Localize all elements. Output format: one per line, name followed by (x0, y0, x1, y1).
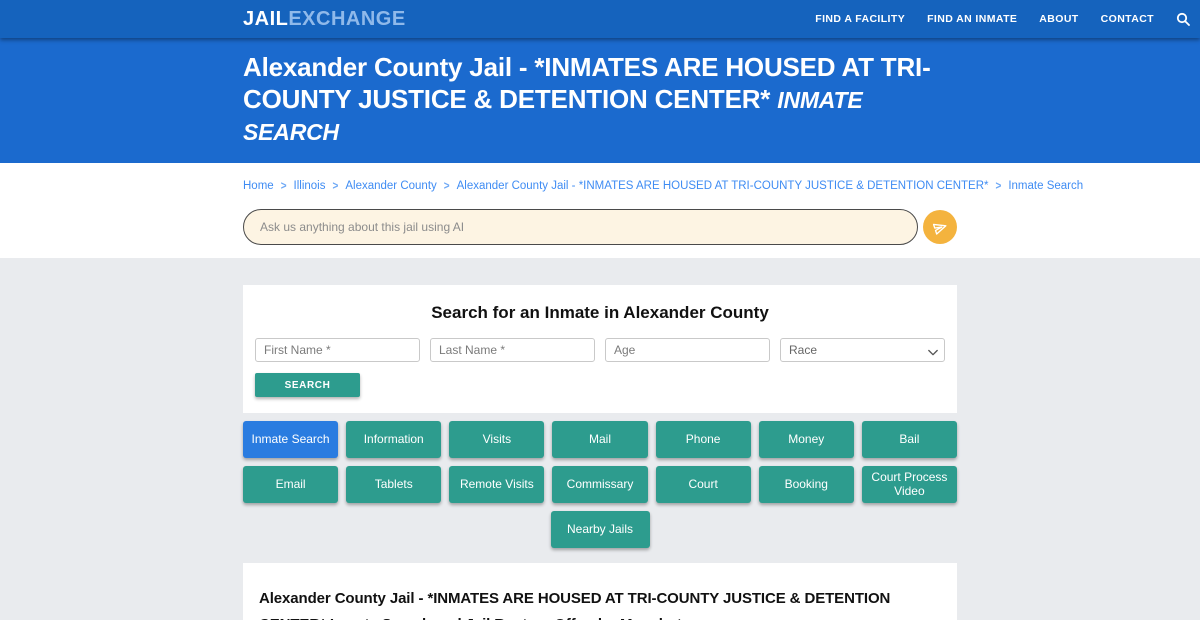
race-select[interactable]: Race (780, 338, 945, 362)
nav-link-about[interactable]: ABOUT (1039, 13, 1079, 25)
breadcrumb-illinois[interactable]: Illinois (293, 180, 326, 192)
chevron-right-icon: > (995, 179, 1002, 193)
form-fields-row: Race (255, 338, 945, 362)
nav-button-booking[interactable]: Booking (758, 466, 854, 503)
breadcrumb-and-ai-section: Home > Illinois > Alexander County > Ale… (0, 163, 1200, 258)
page-header: Alexander County Jail - *INMATES ARE HOU… (0, 38, 1200, 163)
ai-ask-input-pill (243, 209, 918, 245)
breadcrumb: Home > Illinois > Alexander County > Ale… (243, 179, 1083, 193)
breadcrumb-alexander-county[interactable]: Alexander County (345, 180, 437, 192)
nav-button-court-process-video[interactable]: Court Process Video (861, 466, 957, 503)
nav-button-court[interactable]: Court (655, 466, 751, 503)
nav-link-contact[interactable]: CONTACT (1100, 13, 1154, 25)
last-name-field[interactable] (430, 338, 595, 362)
ai-ask-row (243, 209, 957, 245)
inmate-search-form-card: Search for an Inmate in Alexander County… (243, 285, 957, 413)
form-title: Search for an Inmate in Alexander County (431, 303, 769, 322)
jail-nav-button-row-3: Nearby Jails (243, 511, 957, 548)
logo-text-jail: JAIL (243, 7, 289, 30)
nav-button-mail[interactable]: Mail (552, 421, 648, 458)
search-icon[interactable] (1176, 12, 1190, 26)
chevron-right-icon: > (443, 179, 450, 193)
chevron-right-icon: > (280, 179, 287, 193)
nav-button-remote-visits[interactable]: Remote Visits (449, 466, 545, 503)
breadcrumb-home[interactable]: Home (243, 180, 274, 192)
race-select-wrap: Race (780, 338, 945, 362)
ai-ask-input[interactable] (260, 220, 901, 234)
nav-button-visits[interactable]: Visits (449, 421, 545, 458)
nav-button-email[interactable]: Email (243, 466, 339, 503)
nav-link-find-an-inmate[interactable]: FIND AN INMATE (927, 13, 1018, 25)
nav-button-tablets[interactable]: Tablets (346, 466, 442, 503)
site-logo[interactable]: JAILEXCHANGE (243, 8, 406, 31)
search-button[interactable]: SEARCH (255, 373, 360, 397)
age-field[interactable] (605, 338, 770, 362)
page-title-suffix: INMATE SEARCH (243, 86, 863, 145)
chevron-right-icon: > (332, 179, 339, 193)
breadcrumb-jail[interactable]: Alexander County Jail - *INMATES ARE HOU… (456, 180, 989, 192)
content-heading: Alexander County Jail - *INMATES ARE HOU… (259, 590, 891, 620)
jail-nav-button-grid: Inmate Search Information Visits Mail Ph… (243, 421, 957, 503)
breadcrumb-inmate-search[interactable]: Inmate Search (1008, 180, 1084, 192)
page-title: Alexander County Jail - *INMATES ARE HOU… (243, 52, 957, 148)
nav-link-find-a-facility[interactable]: FIND A FACILITY (815, 13, 906, 25)
paper-plane-icon (932, 223, 947, 235)
top-navbar: JAILEXCHANGE FIND A FACILITY FIND AN INM… (0, 0, 1200, 38)
logo-text-exchange: EXCHANGE (288, 7, 406, 30)
nav-button-information[interactable]: Information (346, 421, 442, 458)
page-title-main: Alexander County Jail - *INMATES ARE HOU… (243, 52, 931, 114)
top-nav-links: FIND A FACILITY FIND AN INMATE ABOUT CON… (815, 12, 1190, 26)
nav-button-money[interactable]: Money (758, 421, 854, 458)
nav-button-phone[interactable]: Phone (655, 421, 751, 458)
nav-button-inmate-search[interactable]: Inmate Search (243, 421, 339, 458)
send-button[interactable] (923, 210, 957, 244)
nav-button-commissary[interactable]: Commissary (552, 466, 648, 503)
content-card: Alexander County Jail - *INMATES ARE HOU… (243, 563, 957, 620)
nav-button-nearby-jails[interactable]: Nearby Jails (550, 511, 650, 548)
first-name-field[interactable] (255, 338, 420, 362)
nav-button-bail[interactable]: Bail (861, 421, 957, 458)
main-content: Search for an Inmate in Alexander County… (0, 258, 1200, 620)
